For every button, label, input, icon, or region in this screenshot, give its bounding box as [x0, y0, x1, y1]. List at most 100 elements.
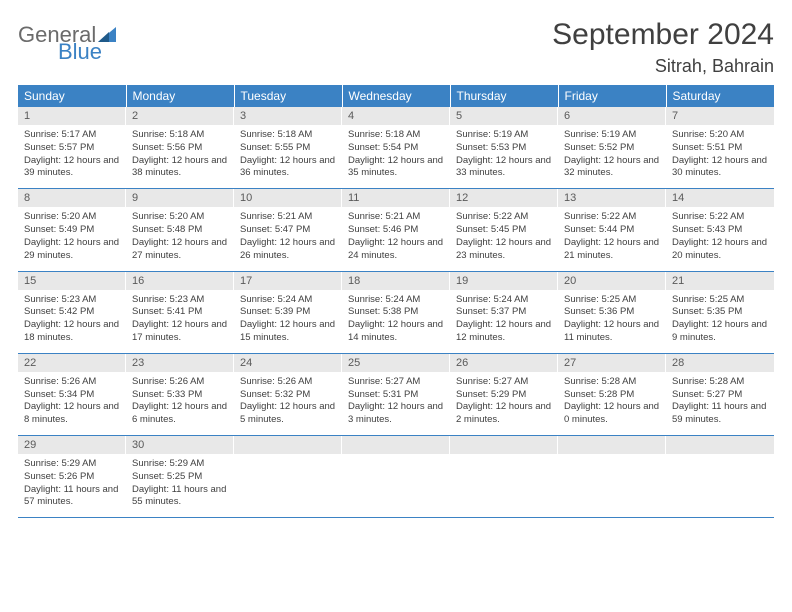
- calendar-table: Sunday Monday Tuesday Wednesday Thursday…: [18, 85, 774, 518]
- day-cell: 10Sunrise: 5:21 AMSunset: 5:47 PMDayligh…: [234, 189, 342, 271]
- day-number: 2: [126, 107, 234, 125]
- day-number: 21: [666, 272, 774, 290]
- day-number: 28: [666, 354, 774, 372]
- day-data: Sunrise: 5:29 AMSunset: 5:26 PMDaylight:…: [18, 454, 126, 517]
- day-number: 20: [558, 272, 666, 290]
- day-cell: 13Sunrise: 5:22 AMSunset: 5:44 PMDayligh…: [558, 189, 666, 271]
- day-data: Sunrise: 5:27 AMSunset: 5:31 PMDaylight:…: [342, 372, 450, 435]
- day-data: Sunrise: 5:23 AMSunset: 5:42 PMDaylight:…: [18, 290, 126, 353]
- day-data: Sunrise: 5:26 AMSunset: 5:33 PMDaylight:…: [126, 372, 234, 435]
- day-number-empty: [558, 436, 666, 454]
- day-cell: 24Sunrise: 5:26 AMSunset: 5:32 PMDayligh…: [234, 353, 342, 435]
- week-row: 15Sunrise: 5:23 AMSunset: 5:42 PMDayligh…: [18, 271, 774, 353]
- day-number: 14: [666, 189, 774, 207]
- location-label: Sitrah, Bahrain: [552, 56, 774, 77]
- day-cell: [450, 436, 558, 518]
- day-cell: 21Sunrise: 5:25 AMSunset: 5:35 PMDayligh…: [666, 271, 774, 353]
- day-cell: 12Sunrise: 5:22 AMSunset: 5:45 PMDayligh…: [450, 189, 558, 271]
- day-data: Sunrise: 5:24 AMSunset: 5:39 PMDaylight:…: [234, 290, 342, 353]
- day-number: 1: [18, 107, 126, 125]
- day-number-empty: [450, 436, 558, 454]
- day-data-empty: [342, 454, 450, 512]
- week-row: 29Sunrise: 5:29 AMSunset: 5:26 PMDayligh…: [18, 436, 774, 518]
- day-data-empty: [666, 454, 774, 512]
- day-cell: 30Sunrise: 5:29 AMSunset: 5:25 PMDayligh…: [126, 436, 234, 518]
- day-number: 19: [450, 272, 558, 290]
- dow-thursday: Thursday: [450, 85, 558, 107]
- day-cell: 6Sunrise: 5:19 AMSunset: 5:52 PMDaylight…: [558, 107, 666, 189]
- day-number: 18: [342, 272, 450, 290]
- month-title: September 2024: [552, 18, 774, 52]
- day-cell: 29Sunrise: 5:29 AMSunset: 5:26 PMDayligh…: [18, 436, 126, 518]
- day-number: 9: [126, 189, 234, 207]
- day-data: Sunrise: 5:19 AMSunset: 5:52 PMDaylight:…: [558, 125, 666, 188]
- calendar-body: 1Sunrise: 5:17 AMSunset: 5:57 PMDaylight…: [18, 107, 774, 518]
- day-number: 15: [18, 272, 126, 290]
- day-data: Sunrise: 5:18 AMSunset: 5:56 PMDaylight:…: [126, 125, 234, 188]
- day-cell: 11Sunrise: 5:21 AMSunset: 5:46 PMDayligh…: [342, 189, 450, 271]
- day-cell: 19Sunrise: 5:24 AMSunset: 5:37 PMDayligh…: [450, 271, 558, 353]
- day-data: Sunrise: 5:25 AMSunset: 5:36 PMDaylight:…: [558, 290, 666, 353]
- day-number-empty: [342, 436, 450, 454]
- day-data: Sunrise: 5:28 AMSunset: 5:28 PMDaylight:…: [558, 372, 666, 435]
- day-cell: 2Sunrise: 5:18 AMSunset: 5:56 PMDaylight…: [126, 107, 234, 189]
- day-cell: 27Sunrise: 5:28 AMSunset: 5:28 PMDayligh…: [558, 353, 666, 435]
- dow-monday: Monday: [126, 85, 234, 107]
- day-number: 5: [450, 107, 558, 125]
- dow-saturday: Saturday: [666, 85, 774, 107]
- day-number: 30: [126, 436, 234, 454]
- day-data: Sunrise: 5:29 AMSunset: 5:25 PMDaylight:…: [126, 454, 234, 517]
- day-number-empty: [234, 436, 342, 454]
- day-data: Sunrise: 5:21 AMSunset: 5:47 PMDaylight:…: [234, 207, 342, 270]
- day-cell: 25Sunrise: 5:27 AMSunset: 5:31 PMDayligh…: [342, 353, 450, 435]
- day-data: Sunrise: 5:23 AMSunset: 5:41 PMDaylight:…: [126, 290, 234, 353]
- day-data: Sunrise: 5:20 AMSunset: 5:51 PMDaylight:…: [666, 125, 774, 188]
- day-data: Sunrise: 5:20 AMSunset: 5:48 PMDaylight:…: [126, 207, 234, 270]
- day-number-empty: [666, 436, 774, 454]
- day-number: 23: [126, 354, 234, 372]
- day-number: 27: [558, 354, 666, 372]
- day-number: 8: [18, 189, 126, 207]
- day-cell: 1Sunrise: 5:17 AMSunset: 5:57 PMDaylight…: [18, 107, 126, 189]
- day-cell: [342, 436, 450, 518]
- day-number: 16: [126, 272, 234, 290]
- day-number: 6: [558, 107, 666, 125]
- day-data: Sunrise: 5:26 AMSunset: 5:32 PMDaylight:…: [234, 372, 342, 435]
- day-cell: 5Sunrise: 5:19 AMSunset: 5:53 PMDaylight…: [450, 107, 558, 189]
- calendar-page: General Blue September 2024 Sitrah, Bahr…: [0, 0, 792, 612]
- day-number: 22: [18, 354, 126, 372]
- day-number: 3: [234, 107, 342, 125]
- day-data: Sunrise: 5:20 AMSunset: 5:49 PMDaylight:…: [18, 207, 126, 270]
- day-number: 13: [558, 189, 666, 207]
- day-cell: 16Sunrise: 5:23 AMSunset: 5:41 PMDayligh…: [126, 271, 234, 353]
- day-data: Sunrise: 5:28 AMSunset: 5:27 PMDaylight:…: [666, 372, 774, 435]
- day-cell: 7Sunrise: 5:20 AMSunset: 5:51 PMDaylight…: [666, 107, 774, 189]
- day-cell: 4Sunrise: 5:18 AMSunset: 5:54 PMDaylight…: [342, 107, 450, 189]
- day-number: 25: [342, 354, 450, 372]
- title-block: September 2024 Sitrah, Bahrain: [552, 18, 774, 77]
- day-number: 7: [666, 107, 774, 125]
- day-data: Sunrise: 5:26 AMSunset: 5:34 PMDaylight:…: [18, 372, 126, 435]
- day-data: Sunrise: 5:19 AMSunset: 5:53 PMDaylight:…: [450, 125, 558, 188]
- day-data-empty: [234, 454, 342, 512]
- day-cell: 3Sunrise: 5:18 AMSunset: 5:55 PMDaylight…: [234, 107, 342, 189]
- day-data: Sunrise: 5:24 AMSunset: 5:37 PMDaylight:…: [450, 290, 558, 353]
- day-cell: 8Sunrise: 5:20 AMSunset: 5:49 PMDaylight…: [18, 189, 126, 271]
- day-data: Sunrise: 5:22 AMSunset: 5:43 PMDaylight:…: [666, 207, 774, 270]
- day-cell: 18Sunrise: 5:24 AMSunset: 5:38 PMDayligh…: [342, 271, 450, 353]
- day-cell: 26Sunrise: 5:27 AMSunset: 5:29 PMDayligh…: [450, 353, 558, 435]
- day-cell: 22Sunrise: 5:26 AMSunset: 5:34 PMDayligh…: [18, 353, 126, 435]
- week-row: 8Sunrise: 5:20 AMSunset: 5:49 PMDaylight…: [18, 189, 774, 271]
- dow-friday: Friday: [558, 85, 666, 107]
- day-data: Sunrise: 5:27 AMSunset: 5:29 PMDaylight:…: [450, 372, 558, 435]
- week-row: 22Sunrise: 5:26 AMSunset: 5:34 PMDayligh…: [18, 353, 774, 435]
- day-data: Sunrise: 5:22 AMSunset: 5:44 PMDaylight:…: [558, 207, 666, 270]
- header: General Blue September 2024 Sitrah, Bahr…: [18, 18, 774, 77]
- day-number: 12: [450, 189, 558, 207]
- dow-wednesday: Wednesday: [342, 85, 450, 107]
- day-cell: 14Sunrise: 5:22 AMSunset: 5:43 PMDayligh…: [666, 189, 774, 271]
- day-number: 24: [234, 354, 342, 372]
- day-data-empty: [558, 454, 666, 512]
- day-number: 17: [234, 272, 342, 290]
- day-number: 29: [18, 436, 126, 454]
